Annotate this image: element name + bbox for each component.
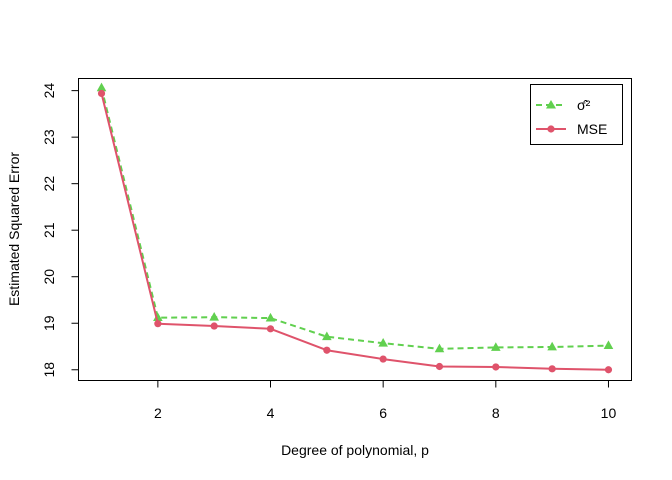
x-tick-label: 2 <box>154 405 162 421</box>
point-sigma2 <box>96 82 107 92</box>
y-tick-label: 20 <box>41 269 57 285</box>
x-axis: 2 4 6 8 10 <box>154 380 617 421</box>
series-layer <box>96 82 614 374</box>
point-mse <box>604 366 613 374</box>
x-axis-title: Degree of polynomial, p <box>281 442 429 458</box>
point-mse <box>323 346 331 354</box>
point-mse <box>266 325 275 333</box>
y-tick-label: 18 <box>41 362 57 378</box>
y-axis-title: Estimated Squared Error <box>6 152 22 306</box>
point-sigma2 <box>491 342 501 351</box>
legend-label-sigma2: σ̂² <box>577 97 591 113</box>
point-sigma2 <box>434 343 445 353</box>
x-tick-label: 4 <box>267 405 275 421</box>
series-line-sigma2 <box>100 87 609 350</box>
point-mse <box>210 322 218 330</box>
point-sigma2 <box>209 311 219 321</box>
point-mse <box>97 89 106 98</box>
x-tick-label: 10 <box>601 405 617 421</box>
point-sigma2 <box>547 341 557 351</box>
point-mse <box>492 363 500 371</box>
y-tick-label: 23 <box>41 129 57 145</box>
legend-box <box>530 84 623 145</box>
x-tick-label: 8 <box>492 405 500 421</box>
y-axis: 18 19 20 21 22 23 24 <box>41 83 79 378</box>
point-sigma2 <box>322 331 332 341</box>
legend-marker-mse <box>547 125 555 133</box>
x-tick-label: 6 <box>379 405 387 421</box>
series-line-mse <box>100 93 609 371</box>
y-tick-label: 22 <box>41 176 57 192</box>
point-mse <box>548 365 556 373</box>
point-sigma2 <box>378 338 388 347</box>
legend-label-mse: MSE <box>577 121 607 137</box>
legend-marker-sigma2 <box>546 100 556 109</box>
point-mse <box>379 355 387 363</box>
point-mse <box>154 320 162 328</box>
point-mse <box>435 362 444 371</box>
y-tick-label: 21 <box>41 222 57 238</box>
y-tick-label: 19 <box>41 315 57 331</box>
y-tick-label: 24 <box>41 83 57 99</box>
point-sigma2 <box>265 312 276 322</box>
point-sigma2 <box>153 312 163 322</box>
point-sigma2 <box>603 340 614 349</box>
legend: σ̂² MSE <box>530 84 623 145</box>
